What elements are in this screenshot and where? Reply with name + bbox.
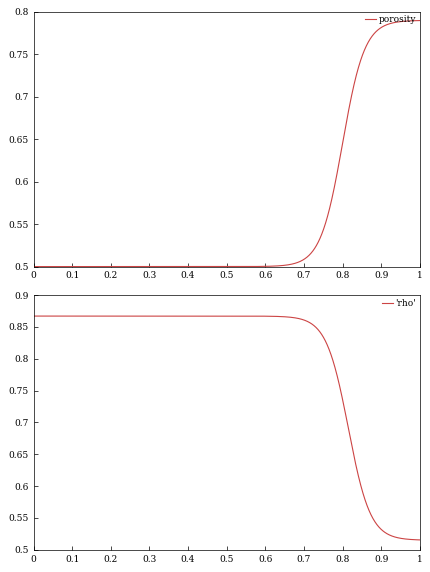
'rho' (195, 313, 200, 320)
Legend: 'rho': 'rho' (379, 297, 417, 309)
'rho' (75, 313, 80, 320)
porosity (408, 17, 414, 24)
'rho' (98, 313, 103, 320)
'rho' (31, 313, 36, 320)
porosity (367, 35, 372, 42)
porosity (75, 263, 80, 270)
porosity (98, 263, 103, 270)
porosity (31, 263, 36, 270)
porosity (416, 17, 421, 24)
porosity (195, 263, 200, 270)
'rho' (408, 536, 414, 543)
Legend: porosity: porosity (362, 14, 417, 26)
Line: porosity: porosity (34, 21, 419, 267)
'rho' (416, 537, 421, 543)
porosity (179, 263, 184, 270)
'rho' (179, 313, 184, 320)
Line: 'rho': 'rho' (34, 316, 419, 540)
'rho' (367, 510, 372, 517)
